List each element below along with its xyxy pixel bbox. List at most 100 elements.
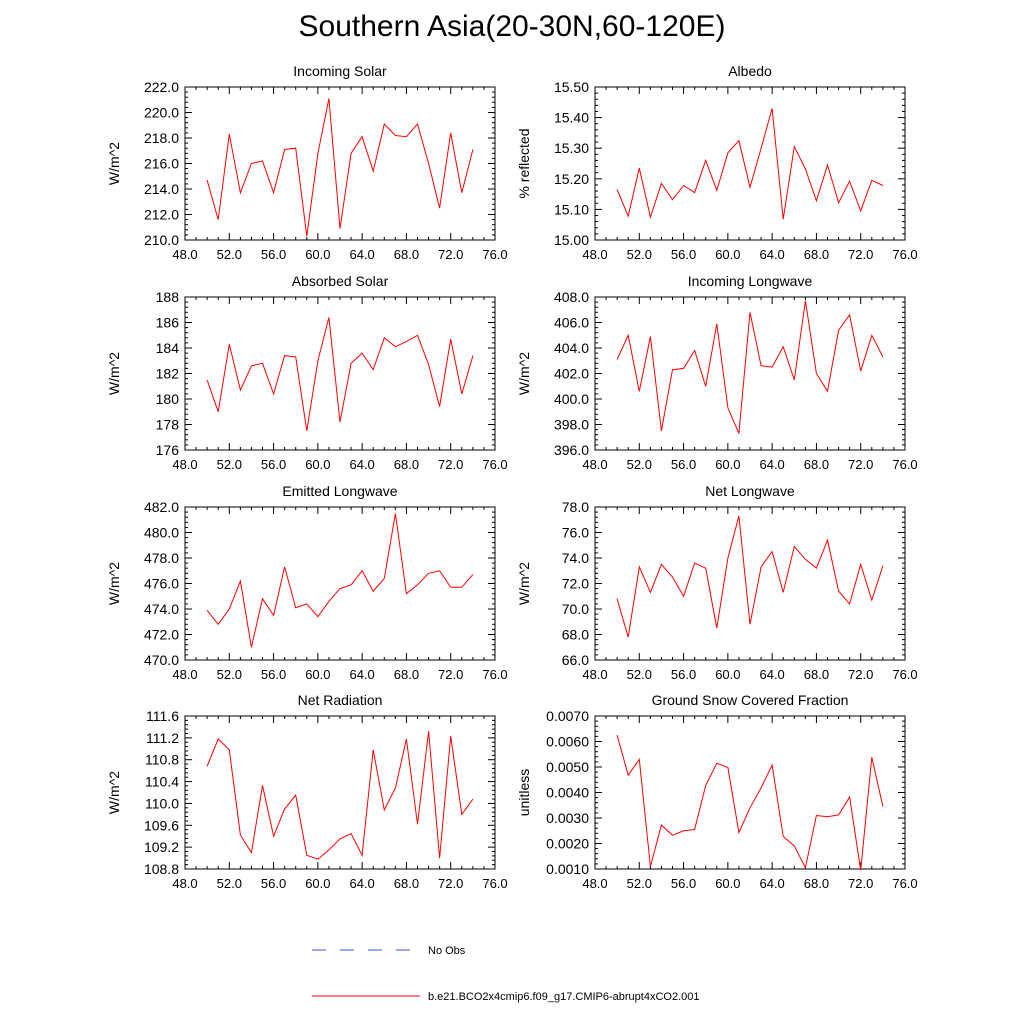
panel-title: Emitted Longwave [282, 483, 397, 499]
series-line [616, 734, 884, 871]
y-axis-label: W/m^2 [106, 352, 122, 395]
series-line [616, 108, 884, 220]
x-tick-label: 76.0 [482, 457, 507, 472]
x-tick-label: 68.0 [394, 667, 419, 682]
y-tick-label: 482.0 [144, 499, 179, 515]
plot-frame [594, 715, 906, 870]
y-tick-label: 404.0 [554, 340, 589, 356]
series-line [616, 300, 884, 434]
x-tick-label: 64.0 [349, 457, 374, 472]
x-tick-label: 48.0 [172, 247, 197, 262]
panel-albedo: 48.0 52.0 56.0 60.0 64.0 68.0 72.0 76.0 15.00 15.… [516, 63, 918, 262]
x-tick-label: 60.0 [305, 876, 330, 891]
y-tick-label: 78.0 [562, 499, 589, 515]
plot-frame [184, 296, 496, 451]
y-tick-label: 222.0 [144, 79, 179, 95]
x-tick-label: 56.0 [261, 876, 286, 891]
panel-title: Absorbed Solar [292, 273, 389, 289]
x-tick-label: 56.0 [671, 457, 696, 472]
y-axis-label: W/m^2 [106, 562, 122, 605]
y-tick-label: 218.0 [144, 130, 179, 146]
panel-absorbed-solar: 48.0 52.0 56.0 60.0 64.0 68.0 72.0 76.0 176 178 18… [106, 273, 508, 472]
x-tick-label: 76.0 [482, 667, 507, 682]
y-tick-label: 178 [156, 417, 180, 433]
x-tick-label: 68.0 [804, 876, 829, 891]
x-tick-label: 76.0 [482, 247, 507, 262]
legend-model-label: b.e21.BCO2x4cmip6.f09_g17.CMIP6-abrupt4x… [428, 991, 700, 1003]
y-axis-label: % reflected [516, 128, 532, 198]
y-tick-label: 220.0 [144, 105, 179, 121]
x-tick-label: 68.0 [804, 457, 829, 472]
panel-title: Albedo [728, 63, 772, 79]
plot-frame [184, 86, 496, 241]
x-tick-label: 52.0 [627, 247, 652, 262]
y-tick-label: 400.0 [554, 391, 589, 407]
x-tick-label: 60.0 [305, 457, 330, 472]
x-tick-label: 68.0 [804, 667, 829, 682]
y-tick-label: 180 [156, 391, 180, 407]
series-line [206, 513, 474, 648]
panel-ground-snow-covered-fraction: 48.0 52.0 56.0 60.0 64.0 68.0 72.0 76.0 0.0010 0.… [516, 692, 918, 891]
plot-frame [594, 86, 906, 241]
x-tick-label: 68.0 [394, 457, 419, 472]
legend: No Obs b.e21.BCO2x4cmip6.f09_g17.CMIP6-a… [312, 945, 700, 1003]
y-tick-label: 111.2 [146, 730, 179, 746]
y-tick-label: 470.0 [144, 652, 179, 668]
x-tick-label: 64.0 [349, 247, 374, 262]
x-tick-label: 52.0 [217, 247, 242, 262]
x-tick-label: 60.0 [305, 247, 330, 262]
y-tick-label: 72.0 [562, 576, 589, 592]
y-axis-label: unitless [516, 769, 532, 816]
x-tick-label: 72.0 [848, 667, 873, 682]
y-axis-label: W/m^2 [516, 562, 532, 605]
x-tick-label: 48.0 [172, 457, 197, 472]
y-tick-label: 66.0 [562, 652, 589, 668]
y-tick-label: 15.10 [554, 201, 589, 217]
y-axis-label: W/m^2 [106, 771, 122, 814]
series-line [206, 731, 474, 860]
x-tick-label: 64.0 [759, 457, 784, 472]
x-tick-label: 56.0 [671, 876, 696, 891]
y-tick-label: 0.0050 [546, 759, 589, 775]
x-tick-label: 76.0 [892, 247, 917, 262]
series-line [206, 317, 474, 431]
x-tick-label: 72.0 [848, 457, 873, 472]
x-tick-label: 68.0 [394, 876, 419, 891]
y-tick-label: 15.40 [554, 110, 589, 126]
y-tick-label: 474.0 [144, 601, 179, 617]
y-tick-label: 111.6 [146, 708, 179, 724]
x-tick-label: 52.0 [217, 876, 242, 891]
x-tick-label: 56.0 [261, 247, 286, 262]
legend-obs-label: No Obs [428, 945, 466, 957]
x-tick-label: 52.0 [627, 457, 652, 472]
x-tick-label: 48.0 [172, 667, 197, 682]
panel-title: Net Longwave [705, 483, 795, 499]
panel-net-radiation: 48.0 52.0 56.0 60.0 64.0 68.0 72.0 76.0 108.8 109… [106, 692, 508, 891]
panel-emitted-longwave: 48.0 52.0 56.0 60.0 64.0 68.0 72.0 76.0 470.0 472… [106, 483, 508, 682]
x-tick-label: 64.0 [759, 247, 784, 262]
series-line [206, 98, 474, 237]
y-tick-label: 478.0 [144, 550, 179, 566]
x-tick-label: 68.0 [394, 247, 419, 262]
x-tick-label: 64.0 [349, 876, 374, 891]
y-tick-label: 402.0 [554, 366, 589, 382]
y-tick-label: 480.0 [144, 525, 179, 541]
y-tick-label: 68.0 [562, 627, 589, 643]
x-tick-label: 72.0 [438, 667, 463, 682]
plot-frame [594, 296, 906, 451]
y-tick-label: 0.0020 [546, 836, 589, 852]
x-tick-label: 60.0 [715, 667, 740, 682]
y-tick-label: 15.00 [554, 232, 589, 248]
x-tick-label: 48.0 [582, 876, 607, 891]
y-tick-label: 188 [156, 289, 180, 305]
y-tick-label: 0.0070 [546, 708, 589, 724]
x-tick-label: 60.0 [715, 247, 740, 262]
x-tick-label: 64.0 [759, 667, 784, 682]
series-line [616, 515, 884, 638]
x-tick-label: 56.0 [261, 457, 286, 472]
y-tick-label: 76.0 [562, 525, 589, 541]
x-tick-label: 56.0 [671, 247, 696, 262]
panel-title: Ground Snow Covered Fraction [652, 692, 849, 708]
x-tick-label: 72.0 [438, 876, 463, 891]
y-tick-label: 109.6 [144, 817, 179, 833]
